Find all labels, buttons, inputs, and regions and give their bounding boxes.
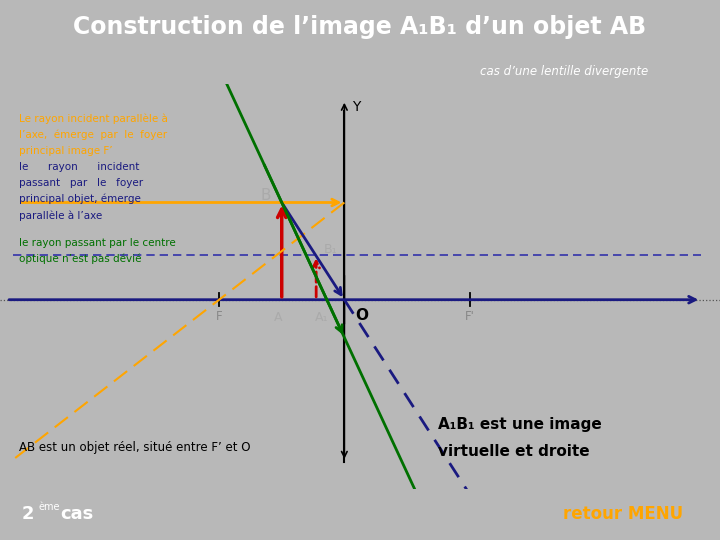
Text: le      rayon      incident: le rayon incident [19,162,139,172]
Text: parallèle à l’axe: parallèle à l’axe [19,210,102,221]
Text: passant   par   le   foyer: passant par le foyer [19,178,143,188]
Text: F: F [216,310,222,323]
Text: cas: cas [60,505,94,523]
Text: A₁B₁ est une image: A₁B₁ est une image [438,417,602,433]
Text: optique n’est pas dévié: optique n’est pas dévié [19,253,141,264]
Text: principal objet, émerge: principal objet, émerge [19,194,140,205]
Text: B₁: B₁ [324,242,337,256]
Text: le rayon passant par le centre: le rayon passant par le centre [19,238,176,248]
Text: O: O [356,308,369,323]
Text: B: B [261,188,271,203]
Text: A₁: A₁ [315,311,328,325]
Text: A: A [274,311,283,325]
Text: ème: ème [39,502,60,512]
Text: retour MENU: retour MENU [563,505,683,523]
Text: Y: Y [352,100,360,114]
Text: cas d’une lentille divergente: cas d’une lentille divergente [480,65,648,78]
Text: virtuelle et droite: virtuelle et droite [438,444,590,460]
Text: F': F' [464,310,474,323]
Text: principal image F’: principal image F’ [19,146,112,156]
Text: Le rayon incident parallèle à: Le rayon incident parallèle à [19,113,168,124]
Text: AB est un objet réel, situé entre F’ et O: AB est un objet réel, situé entre F’ et … [19,441,251,454]
Text: l’axe,  émerge  par  le  foyer: l’axe, émerge par le foyer [19,129,167,140]
Text: 2: 2 [22,505,34,523]
Text: Construction de l’image A₁B₁ d’un objet AB: Construction de l’image A₁B₁ d’un objet … [73,15,647,39]
